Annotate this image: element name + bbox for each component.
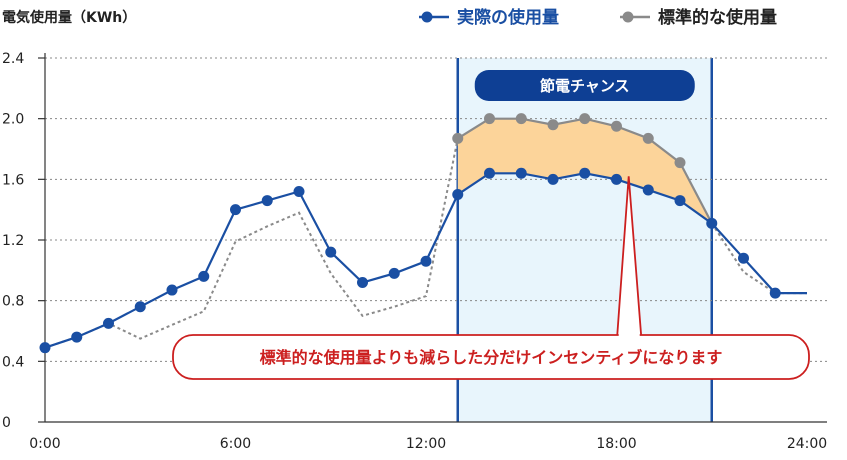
series-points-layer — [39, 113, 781, 354]
incentive-callout: 標準的な使用量よりも減らした分だけインセンティブになります — [172, 176, 810, 380]
standard-point — [674, 157, 686, 169]
standard-point — [547, 119, 559, 131]
actual-point — [39, 342, 51, 354]
actual-point — [611, 173, 622, 185]
actual-point — [166, 284, 178, 296]
actual-point — [261, 195, 273, 207]
standard-point — [611, 120, 622, 132]
actual-point — [230, 204, 241, 216]
actual-point — [388, 267, 400, 279]
y-axis-title: 電気使用量（KWh） — [2, 9, 136, 26]
axes-layer: 0 0.4 0.8 1.2 1.6 2.0 2.4 0:00 6:00 12:00 18:00 24:… — [2, 51, 827, 452]
actual-point — [769, 287, 781, 299]
standard-line-before-window — [44, 138, 459, 349]
actual-point — [547, 173, 559, 185]
actual-point — [325, 246, 337, 258]
standard-point — [642, 132, 654, 144]
legend: 実際の使用量 標準的な使用量 — [419, 7, 777, 28]
y-tick-label: 0 — [2, 415, 11, 431]
x-tick-label: 12:00 — [406, 436, 446, 452]
actual-point — [674, 195, 686, 207]
standard-point — [579, 113, 591, 125]
grid-layer — [45, 57, 827, 362]
standard-point — [515, 113, 527, 125]
y-tick-label: 0.8 — [2, 294, 24, 310]
standard-point — [452, 132, 464, 144]
actual-point — [738, 252, 749, 264]
callout-pointer-cover — [618, 295, 640, 337]
legend-actual-marker-swatch — [421, 11, 433, 23]
y-tick-label: 1.2 — [2, 233, 24, 249]
actual-point — [198, 270, 210, 282]
actual-point — [515, 167, 527, 179]
saving-chance-badge: 節電チャンス — [474, 70, 695, 101]
x-tick-label: 6:00 — [220, 436, 251, 452]
actual-point — [579, 167, 591, 179]
actual-point — [420, 255, 432, 267]
actual-point — [293, 185, 305, 197]
legend-actual-label: 実際の使用量 — [457, 7, 559, 28]
y-tick-label: 1.6 — [2, 172, 24, 188]
actual-point — [642, 184, 654, 196]
saving-chance-badge-background — [474, 70, 695, 101]
standard-line-after-window — [710, 222, 807, 295]
actual-point — [134, 301, 146, 313]
x-tick-label: 0:00 — [29, 436, 60, 452]
saving-chance-badge-label: 節電チャンス — [540, 77, 630, 95]
callout-box — [172, 334, 810, 380]
actual-point — [357, 276, 368, 288]
actual-point — [484, 167, 495, 179]
y-tick-label: 0.4 — [2, 354, 24, 370]
actual-point — [706, 217, 718, 229]
legend-standard-marker-swatch — [622, 11, 634, 23]
legend-standard-label: 標準的な使用量 — [658, 7, 777, 28]
x-tick-label: 24:00 — [787, 436, 827, 452]
standard-point — [484, 113, 495, 125]
x-tick-label: 18:00 — [596, 436, 636, 452]
callout-text: 標準的な使用量よりも減らした分だけインセンティブになります — [260, 348, 723, 367]
y-tick-label: 2.0 — [2, 112, 24, 128]
actual-point — [452, 189, 464, 200]
actual-point — [71, 331, 83, 343]
actual-point — [103, 317, 114, 329]
y-tick-label: 2.4 — [2, 51, 24, 67]
